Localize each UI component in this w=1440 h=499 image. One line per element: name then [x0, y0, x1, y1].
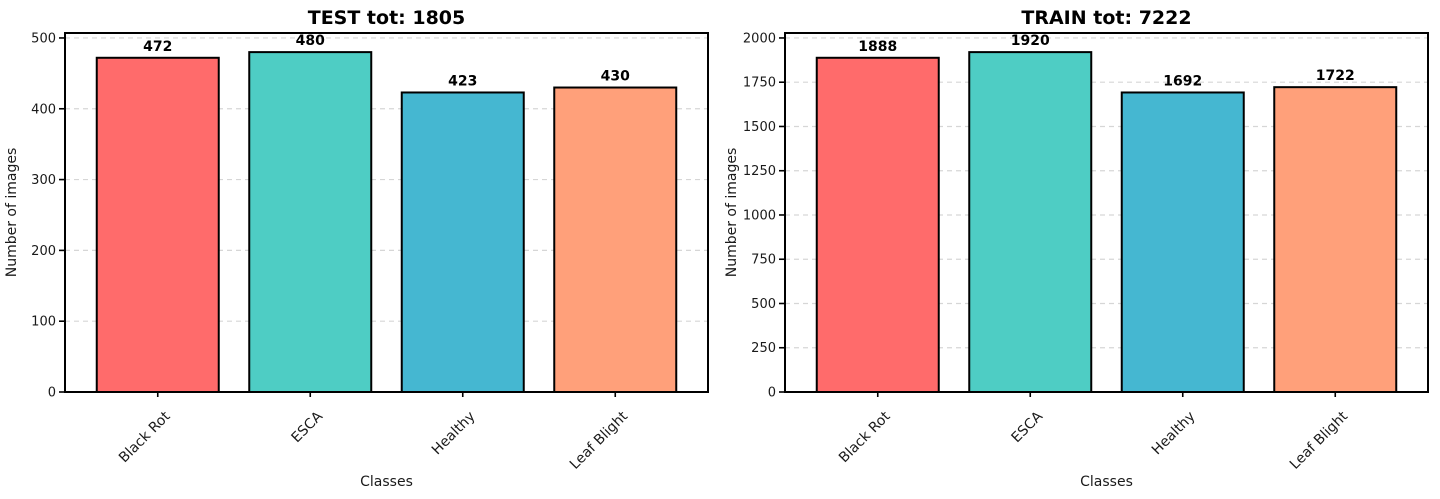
- bar-black-rot: [815, 56, 940, 393]
- bar-chart-test: 472 Black Rot 480 ESCA 423 Healthy 430 Leaf Bli…: [4, 7, 709, 490]
- chart-train: 1888 Black Rot 1920 ESCA 1692 Healthy 1722 Leaf…: [720, 0, 1440, 499]
- bar-healthy: [400, 91, 525, 394]
- y-tick-label: 750: [751, 253, 776, 268]
- bar-value-label: 430: [601, 69, 630, 85]
- bar-leaf-blight: [553, 86, 678, 394]
- chart-title: TEST tot: 1805: [308, 7, 466, 29]
- y-tick-label: 500: [31, 31, 56, 46]
- x-tick-label: Healthy: [429, 409, 479, 459]
- x-tick-label: Healthy: [1149, 409, 1199, 459]
- bar-value-label: 472: [143, 39, 172, 55]
- bar-esca: [968, 51, 1093, 393]
- bar-value-label: 423: [448, 73, 477, 89]
- y-tick-label: 200: [31, 244, 56, 259]
- bar-value-label: 1722: [1316, 68, 1355, 84]
- x-axis-label: Classes: [360, 474, 413, 490]
- chart-title: TRAIN tot: 7222: [1021, 7, 1191, 29]
- y-tick-label: 100: [31, 315, 56, 330]
- x-axis-label: Classes: [1080, 474, 1133, 490]
- x-tick-label: Black Rot: [116, 408, 174, 466]
- y-tick-label: 300: [31, 173, 56, 188]
- x-tick-label: Leaf Blight: [567, 408, 632, 473]
- y-axis-label: Number of images: [724, 148, 740, 278]
- bar-value-label: 1920: [1011, 33, 1050, 49]
- bar-esca: [248, 51, 373, 393]
- x-tick-label: Leaf Blight: [1287, 408, 1352, 473]
- y-tick-label: 1250: [743, 164, 776, 179]
- bar-black-rot: [95, 56, 220, 393]
- y-tick-label: 0: [768, 386, 776, 401]
- x-tick-label: Black Rot: [836, 408, 894, 466]
- bar-healthy: [1120, 91, 1245, 394]
- bar-value-label: 480: [296, 33, 325, 49]
- bar-chart-train: 1888 Black Rot 1920 ESCA 1692 Healthy 1722 Leaf…: [724, 7, 1429, 490]
- y-tick-label: 250: [751, 341, 776, 356]
- y-tick-label: 0: [48, 386, 56, 401]
- y-tick-label: 1750: [743, 76, 776, 91]
- y-tick-label: 1000: [743, 208, 776, 223]
- x-tick-label: ESCA: [1009, 408, 1047, 446]
- chart-test: 472 Black Rot 480 ESCA 423 Healthy 430 Leaf Bli…: [4, 7, 709, 490]
- y-tick-label: 500: [751, 297, 776, 312]
- bar-value-label: 1888: [858, 39, 897, 55]
- bar-leaf-blight: [1273, 86, 1398, 393]
- bar-value-label: 1692: [1163, 73, 1202, 89]
- y-tick-label: 2000: [743, 31, 776, 46]
- y-tick-label: 1500: [743, 120, 776, 135]
- y-tick-label: 400: [31, 102, 56, 117]
- plot-frame: [784, 32, 1429, 393]
- plot-frame: [64, 32, 709, 393]
- y-axis-label: Number of images: [4, 148, 20, 278]
- x-tick-label: ESCA: [289, 408, 327, 446]
